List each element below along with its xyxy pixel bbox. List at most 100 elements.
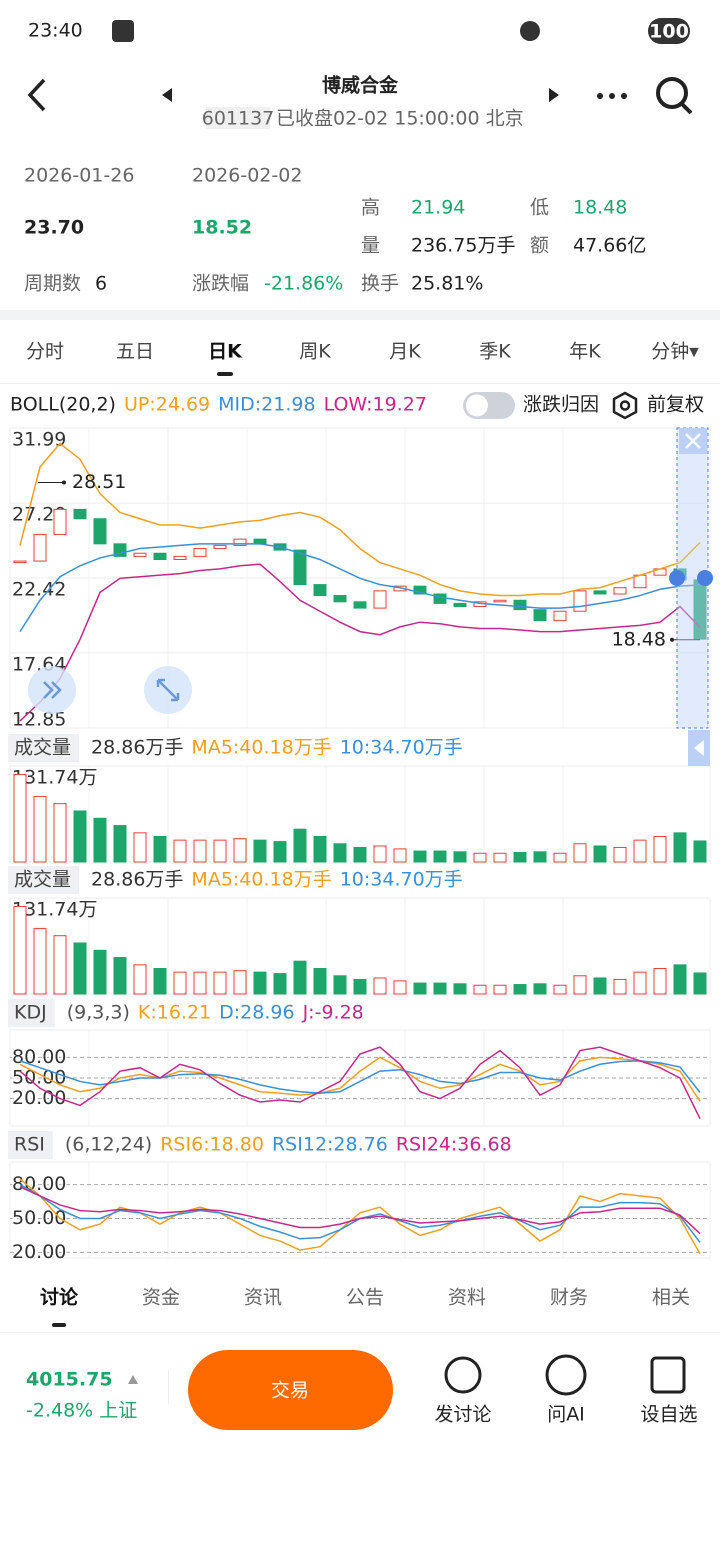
volume-bar — [433, 982, 447, 995]
legend-item: MA5:40.18万手 — [191, 869, 331, 891]
high-label: 高 — [361, 197, 380, 219]
volume-bar — [493, 852, 507, 863]
tab[interactable]: 分时 — [26, 341, 64, 363]
divider — [0, 383, 720, 384]
series-line — [19, 563, 701, 722]
period: 6 — [95, 273, 107, 295]
legend-item: K:16.21 — [138, 1002, 211, 1024]
chart-params: (9,3,3) — [67, 1002, 130, 1024]
tab[interactable]: 分钟▾ — [651, 341, 699, 363]
candle — [613, 587, 627, 595]
battery-level: 100 — [649, 21, 689, 43]
volume-bar — [113, 957, 127, 995]
charts: BOLL(20,2) UP:24.69 MID:21.98 LOW:19.27 31.9… — [8, 394, 711, 1264]
volume-bar — [593, 845, 607, 863]
volume-bar — [393, 848, 407, 863]
annotation-dot — [670, 637, 674, 642]
prev-stock[interactable] — [162, 88, 172, 102]
bottom-tab[interactable]: 资讯 — [244, 1287, 282, 1309]
bottom-tab[interactable]: 讨论 — [40, 1286, 79, 1309]
more-button[interactable] — [597, 93, 627, 99]
annotation-dot — [62, 480, 66, 485]
watchlist-icon — [650, 1356, 686, 1394]
volume-bar — [633, 971, 647, 995]
next-stock[interactable] — [549, 88, 559, 102]
tab[interactable]: 年K — [569, 341, 601, 363]
volume-bar — [673, 832, 687, 863]
candle — [93, 518, 107, 545]
volume-bar — [173, 971, 187, 995]
divider — [168, 1370, 169, 1404]
candle — [313, 584, 327, 597]
stock-name: 博威合金 — [322, 74, 399, 97]
annotation: 18.48 — [612, 628, 666, 650]
candle — [493, 599, 507, 603]
volume-bar — [333, 975, 347, 995]
chart-title: 成交量 — [14, 869, 71, 891]
volume-bar — [353, 846, 367, 863]
bag-icon — [112, 20, 134, 42]
close-icon — [685, 433, 701, 449]
handle[interactable] — [669, 570, 685, 586]
volume-bar — [13, 906, 27, 995]
adjust[interactable]: 前复权 — [647, 394, 704, 416]
y-tick-label: 31.99 — [12, 429, 66, 451]
volume-bar — [313, 835, 327, 863]
expand-icon — [43, 681, 62, 699]
handle[interactable] — [697, 570, 713, 586]
chart-title: RSI — [14, 1134, 45, 1156]
legend-item: MA5:40.18万手 — [191, 737, 331, 759]
tab[interactable]: 季K — [479, 341, 511, 363]
volume-bar — [133, 964, 147, 995]
volume-bar — [473, 852, 487, 863]
candle — [453, 602, 467, 608]
tab[interactable]: 五日 — [116, 341, 154, 363]
volume-bar — [113, 825, 127, 863]
candle — [553, 610, 567, 622]
action-label[interactable]: 问AI — [547, 1404, 585, 1426]
volume-bar — [693, 840, 707, 863]
legend-item: J:-9.28 — [302, 1002, 364, 1024]
action-label[interactable]: 发讨论 — [434, 1404, 491, 1426]
tab[interactable]: 月K — [389, 341, 421, 363]
change-label: 涨跌幅 — [192, 273, 249, 295]
volume-bar — [93, 817, 107, 863]
action-label[interactable]: 设自选 — [640, 1404, 697, 1426]
bottom-tab[interactable]: 资料 — [448, 1287, 486, 1309]
volume-bar — [73, 942, 87, 995]
y-tick-label: 12.85 — [12, 709, 66, 731]
bottom-tab[interactable]: 相关 — [652, 1287, 690, 1309]
volume: 236.75万手 — [411, 235, 515, 257]
candle — [353, 601, 367, 609]
toggle-label: 涨跌归因 — [523, 394, 599, 416]
trade-button[interactable] — [188, 1350, 393, 1430]
volume-bar — [453, 983, 467, 995]
volume-bar — [573, 843, 587, 863]
volume-bar — [153, 967, 167, 995]
back-button[interactable] — [27, 78, 46, 112]
tab[interactable]: 日K — [208, 341, 243, 363]
legend-box — [8, 1131, 53, 1159]
legend-box — [8, 734, 80, 762]
series-line — [19, 1046, 701, 1119]
legend-item: D:28.96 — [219, 1002, 294, 1024]
candle — [53, 508, 67, 535]
bottom-tab[interactable]: 公告 — [346, 1287, 384, 1309]
bottom-tab[interactable]: 财务 — [550, 1287, 588, 1309]
adjust-icon-dot — [619, 400, 631, 411]
volume-bar — [193, 839, 207, 863]
bottom-tab[interactable]: 资金 — [142, 1287, 180, 1309]
volume-bar — [33, 927, 47, 995]
volume-bar — [273, 973, 287, 995]
tab-indicator — [217, 372, 233, 376]
legend-item: 28.86万手 — [91, 737, 183, 759]
candle — [233, 538, 247, 546]
volume-bar — [413, 850, 427, 863]
index-value: 4015.75 — [26, 1369, 113, 1391]
stock-code: 601137 — [202, 108, 275, 130]
annotation: 28.51 — [72, 471, 126, 493]
low-label: 低 — [530, 197, 549, 219]
search-button[interactable] — [656, 77, 693, 115]
tab[interactable]: 周K — [299, 341, 331, 363]
